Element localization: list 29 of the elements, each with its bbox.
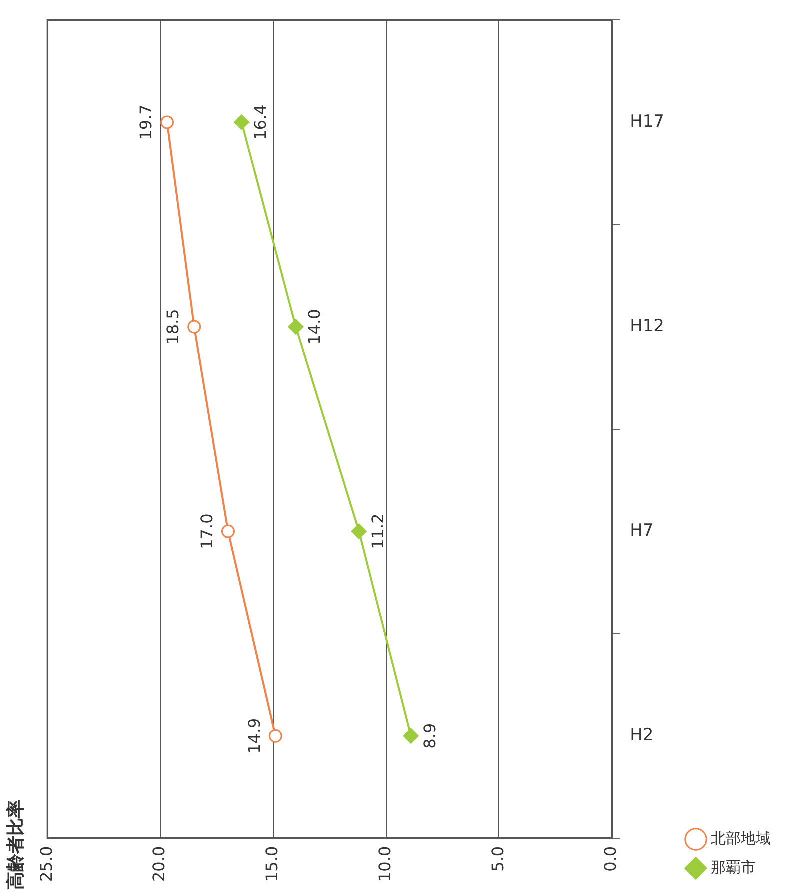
data-label: 16.4 — [250, 104, 270, 140]
legend-label: 那覇市 — [711, 858, 756, 876]
x-tick-label: 25.0 — [36, 846, 56, 882]
point — [234, 114, 250, 130]
x-tick-label: 15.0 — [262, 846, 282, 882]
point — [160, 116, 174, 130]
x-tick-label: 0.0 — [601, 846, 620, 872]
point — [221, 524, 235, 538]
point — [403, 728, 419, 744]
data-label: 11.2 — [368, 514, 388, 550]
point — [188, 320, 202, 334]
legend-label: 北部地域 — [711, 829, 771, 848]
data-label: 8.9 — [420, 723, 440, 749]
point — [351, 524, 367, 540]
x-tick-label: 5.0 — [488, 846, 508, 872]
data-label: 14.0 — [305, 309, 324, 345]
y-tick-label: H2 — [630, 726, 654, 746]
data-label: 14.9 — [244, 718, 264, 754]
data-label: 19.7 — [136, 104, 156, 140]
text: 高齢者比率 — [5, 800, 26, 890]
point — [268, 729, 282, 743]
point — [288, 319, 304, 335]
y-tick-label: H17 — [630, 112, 665, 132]
x-tick-label: 10.0 — [375, 846, 394, 882]
x-tick-label: 20.0 — [150, 846, 169, 882]
y-tick-label: H12 — [630, 316, 665, 336]
y-tick-label: H7 — [630, 520, 654, 541]
data-label: 18.5 — [164, 309, 183, 345]
data-label: 17.0 — [197, 514, 216, 550]
